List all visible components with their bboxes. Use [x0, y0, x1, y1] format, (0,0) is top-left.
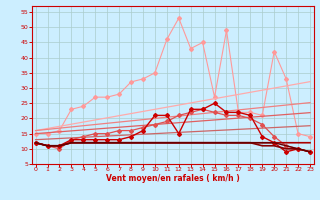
- X-axis label: Vent moyen/en rafales ( km/h ): Vent moyen/en rafales ( km/h ): [106, 174, 240, 183]
